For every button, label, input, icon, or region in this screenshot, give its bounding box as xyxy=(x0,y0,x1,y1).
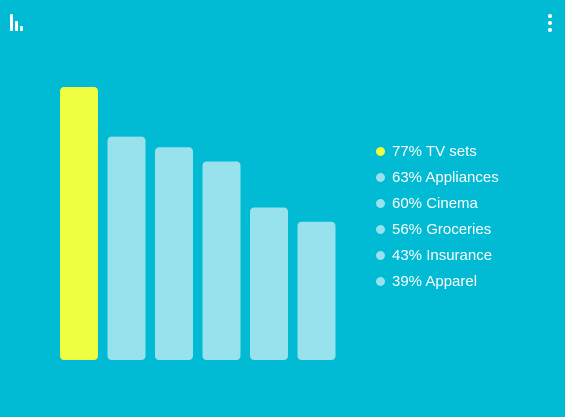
legend-label: 39% Apparel xyxy=(392,272,478,290)
legend-dot xyxy=(376,172,385,182)
more-vert-icon[interactable] xyxy=(543,14,557,34)
bar-insurance xyxy=(250,207,288,360)
legend-item: 77% TV sets xyxy=(376,138,499,164)
bar-tv-sets xyxy=(60,87,98,360)
bar-apparel xyxy=(297,221,336,360)
legend-item: 56% Groceries xyxy=(376,216,499,242)
legend-dot xyxy=(376,224,385,234)
legend-label: 60% Cinema xyxy=(392,194,478,212)
legend-item: 63% Appliances xyxy=(376,164,499,190)
bar-cinema xyxy=(155,147,193,360)
legend-item: 43% Insurance xyxy=(376,242,499,268)
bar-appliances xyxy=(107,136,146,360)
legend-label: 43% Insurance xyxy=(392,246,493,264)
legend-label: 56% Groceries xyxy=(392,220,492,238)
legend-dot xyxy=(376,146,385,156)
legend-dot xyxy=(376,198,385,208)
legend-dot xyxy=(376,250,385,260)
legend-item: 60% Cinema xyxy=(376,190,499,216)
legend-label: 63% Appliances xyxy=(392,168,499,186)
bar-chart-icon xyxy=(10,14,26,31)
legend-label: 77% TV sets xyxy=(392,142,477,160)
legend-item: 39% Apparel xyxy=(376,268,499,294)
chart-legend: 77% TV sets 63% Appliances 60% Cinema 56… xyxy=(376,138,499,294)
legend-dot xyxy=(376,276,385,286)
bar-groceries xyxy=(202,161,241,360)
